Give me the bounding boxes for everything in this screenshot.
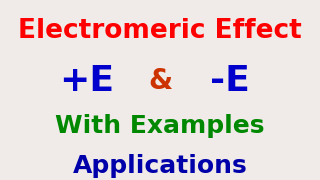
Text: +E: +E bbox=[59, 64, 114, 98]
Text: -E: -E bbox=[211, 64, 250, 98]
Text: With Examples: With Examples bbox=[55, 114, 265, 138]
Text: &: & bbox=[148, 67, 172, 95]
Text: Electromeric Effect: Electromeric Effect bbox=[18, 18, 302, 44]
Text: Applications: Applications bbox=[73, 154, 247, 178]
